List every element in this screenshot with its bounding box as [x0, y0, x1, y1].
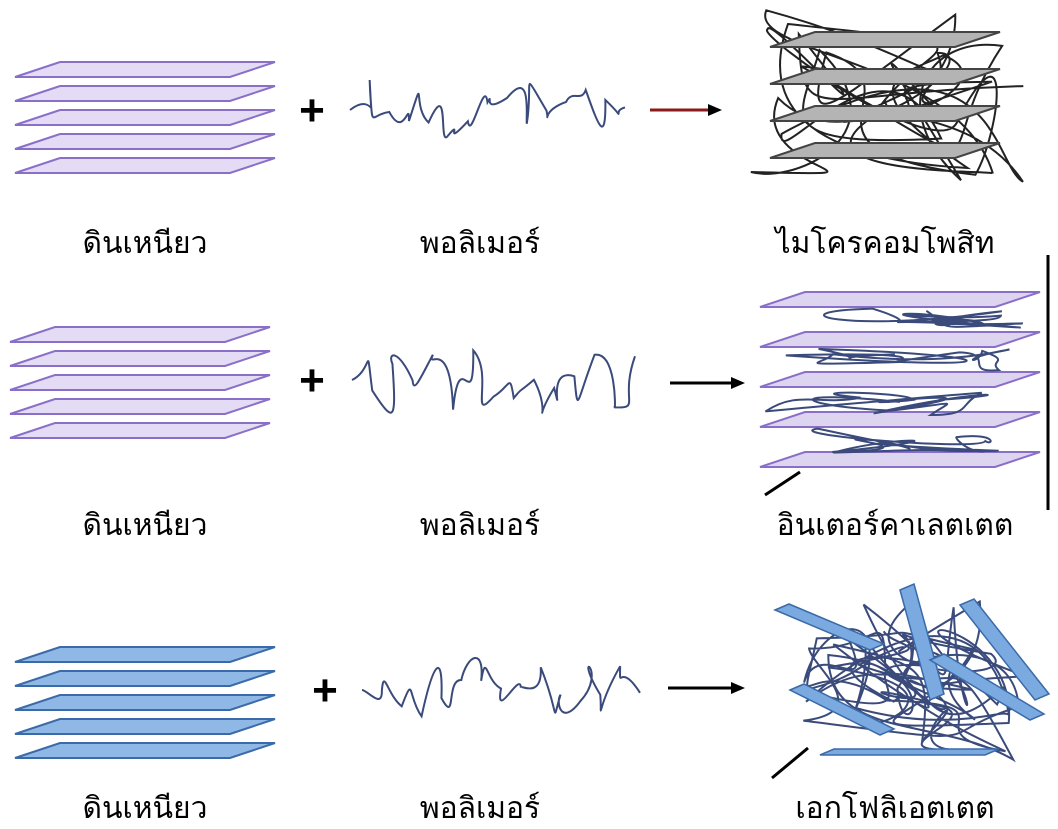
- clay-sheet: [15, 743, 275, 758]
- clay-sheet: [820, 749, 999, 755]
- diagram: ดินเหนียว + พอลิเมอร์ ไมโครคอมโพสิท ดินเ…: [0, 0, 1058, 829]
- clay-sheet: [760, 292, 1040, 307]
- clay-sheet: [760, 332, 1040, 347]
- clay-sheet: [10, 375, 270, 390]
- clay-sheet: [10, 399, 270, 414]
- clay-sheet: [760, 412, 1040, 427]
- clay-label: ดินเหนียว: [83, 509, 208, 542]
- arrow-head: [731, 682, 745, 694]
- arrow: [772, 748, 808, 778]
- result-label: ไมโครคอมโพสิท: [774, 225, 995, 260]
- clay-sheet: [15, 110, 275, 125]
- plus-sign: +: [299, 356, 325, 405]
- clay-sheet: [770, 143, 1000, 158]
- polymer-chain: [352, 350, 635, 412]
- clay-sheet: [15, 86, 275, 101]
- result-label: เอกโฟลิเอตเตต: [795, 790, 994, 825]
- clay-sheet: [760, 452, 1040, 467]
- polymer-chain: [812, 429, 998, 453]
- clay-sheet: [10, 423, 270, 438]
- arrow-head: [731, 377, 745, 389]
- polymer-label: พอลิเมอร์: [420, 791, 540, 825]
- clay-label: ดินเหนียว: [83, 227, 208, 260]
- polymer-chain: [786, 349, 1010, 371]
- polymer-label: พอลิเมอร์: [420, 508, 540, 542]
- polymer-label: พอลิเมอร์: [420, 226, 540, 260]
- clay-sheet: [15, 671, 275, 686]
- clay-sheet: [10, 327, 270, 342]
- clay-sheet: [15, 134, 275, 149]
- clay-sheet: [15, 647, 275, 662]
- clay-sheet: [15, 62, 275, 77]
- clay-sheet: [760, 372, 1040, 387]
- clay-sheet: [15, 719, 275, 734]
- plus-sign: +: [312, 666, 338, 715]
- clay-sheet: [775, 604, 884, 650]
- clay-sheet: [15, 695, 275, 710]
- clay-sheet: [15, 158, 275, 173]
- arrow-head: [708, 104, 722, 116]
- clay-label: ดินเหนียว: [83, 792, 208, 825]
- clay-sheet: [770, 106, 1000, 121]
- polymer-chain: [350, 80, 625, 137]
- clay-sheet: [790, 684, 894, 735]
- plus-sign: +: [299, 86, 325, 135]
- clay-sheet: [10, 351, 270, 366]
- arrow: [765, 472, 800, 495]
- polymer-chain: [824, 309, 1023, 328]
- result-label: อินเตอร์คาเลตเตต: [777, 508, 1014, 542]
- clay-sheet: [770, 32, 1000, 47]
- polymer-chain: [362, 658, 640, 716]
